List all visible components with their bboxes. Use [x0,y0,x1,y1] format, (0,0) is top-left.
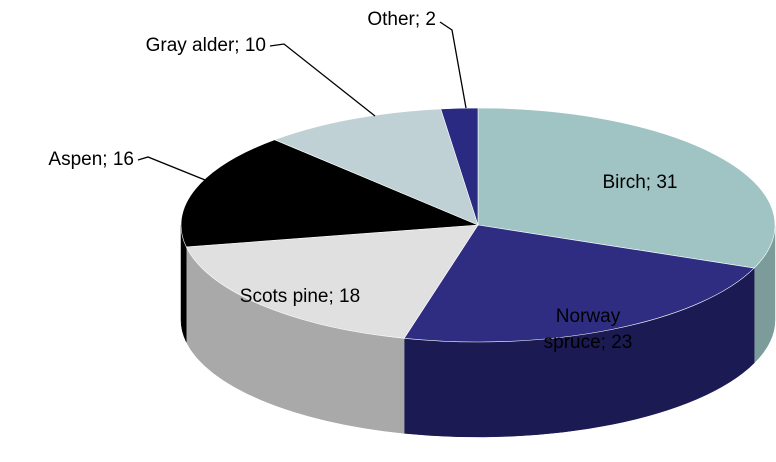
pie-sides [180,224,776,438]
leader-line [439,21,467,109]
pie-slice: Norway spruce [403,224,755,343]
labels: Birch; 31 Norway spruce; 23 Scots pine; 18 A… [48,9,677,353]
leader-line [137,156,216,185]
pie-slice: Other [440,107,479,226]
data-label: Norway [556,306,621,327]
data-label: Scots pine; 18 [240,286,360,307]
data-label: Aspen; 16 [48,149,134,170]
pie-slice: Scots pine [185,224,479,339]
pie-slice: Birch [477,107,776,269]
pie-slice: Gray alder [273,108,479,226]
pie-slice: Aspen [180,139,479,248]
data-label: spruce; 23 [544,332,633,353]
pie-tops: BirchNorway spruceScots pineAspenGray al… [180,107,776,343]
leader-line [269,43,376,117]
data-label: Birch; 31 [603,172,678,193]
data-label: Other; 2 [367,9,436,30]
data-label: Gray alder; 10 [146,35,266,56]
